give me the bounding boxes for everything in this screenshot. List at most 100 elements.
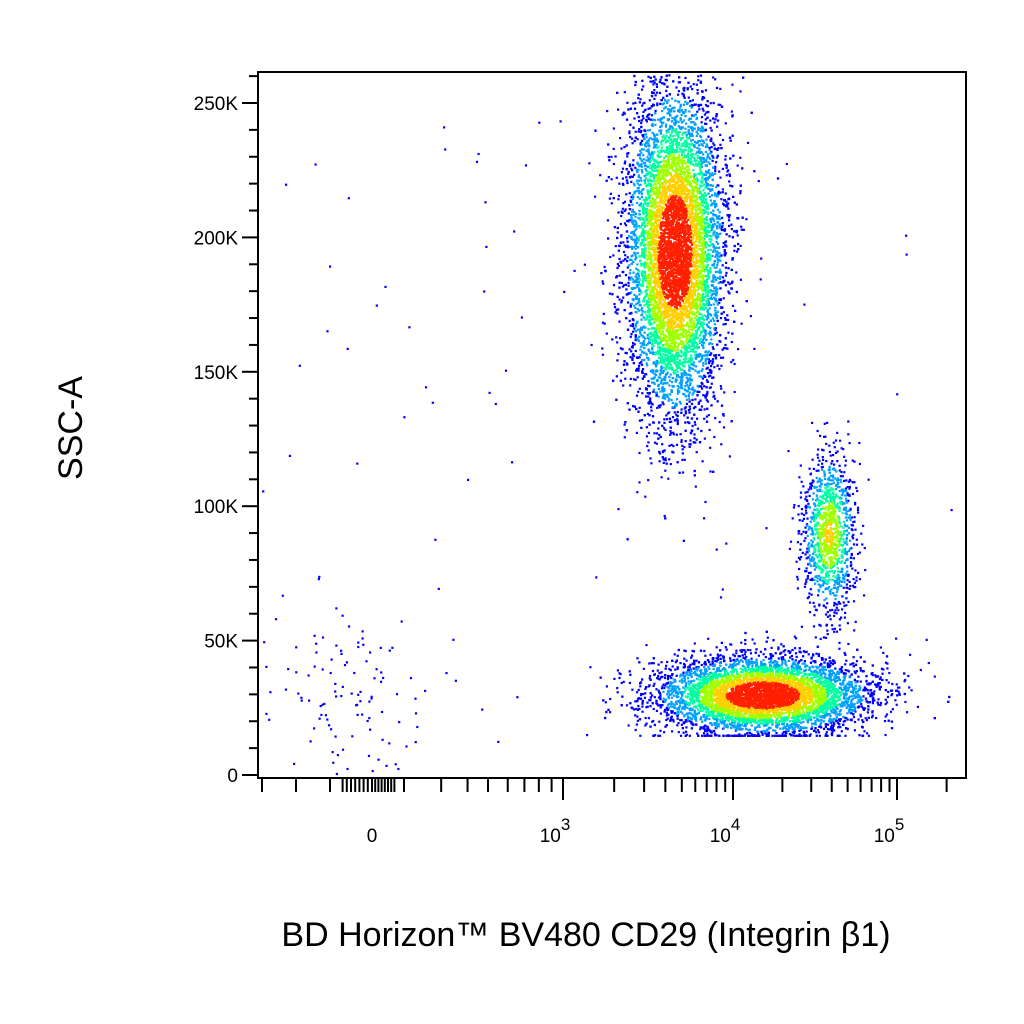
event-point — [638, 387, 641, 390]
event-point — [854, 501, 857, 504]
event-point — [676, 398, 679, 401]
event-point — [632, 362, 635, 365]
event-point — [663, 107, 666, 110]
event-point — [625, 288, 628, 291]
event-point — [805, 557, 808, 560]
event-point — [601, 353, 604, 356]
event-point — [829, 661, 832, 664]
event-point — [721, 306, 724, 309]
event-point — [868, 701, 871, 704]
event-point — [661, 396, 664, 399]
event-point — [703, 728, 706, 731]
event-point — [850, 719, 853, 722]
event-point — [621, 113, 624, 116]
event-point — [719, 176, 722, 179]
event-point — [704, 729, 707, 732]
event-point — [636, 367, 639, 371]
event-point — [804, 734, 807, 737]
event-point — [671, 691, 674, 694]
event-point — [865, 675, 868, 678]
event-point — [798, 647, 801, 650]
event-point — [630, 237, 633, 240]
event-point — [625, 352, 628, 355]
event-point — [683, 414, 686, 417]
event-point — [849, 509, 852, 512]
event-point — [686, 378, 689, 381]
event-point — [830, 462, 833, 465]
event-point — [878, 688, 881, 691]
event-point — [788, 547, 791, 550]
event-point — [713, 287, 716, 290]
event-point — [623, 200, 627, 203]
event-point — [643, 346, 646, 350]
event-point — [796, 668, 799, 671]
event-point — [628, 272, 632, 275]
event-point — [599, 676, 602, 679]
event-point — [884, 703, 887, 706]
event-point — [712, 277, 715, 280]
event-point — [638, 335, 641, 338]
event-point — [840, 730, 843, 733]
event-point — [635, 356, 639, 359]
event-point — [829, 669, 832, 672]
event-point — [847, 499, 850, 502]
event-point — [691, 138, 694, 142]
event-point — [841, 608, 844, 611]
event-point — [712, 668, 715, 671]
event-point — [638, 707, 641, 710]
event-point — [702, 139, 705, 143]
event-point — [791, 658, 794, 661]
event-point — [329, 265, 332, 268]
event-point — [641, 702, 644, 705]
event-point — [864, 717, 867, 720]
event-point — [347, 197, 350, 200]
event-point — [697, 104, 700, 107]
event-point — [840, 616, 843, 619]
event-point — [803, 513, 806, 517]
event-point — [524, 164, 528, 167]
event-point — [697, 402, 700, 405]
event-point — [626, 246, 629, 249]
event-point — [647, 159, 650, 162]
event-point — [616, 691, 619, 694]
event-point — [632, 280, 635, 284]
event-point — [634, 336, 637, 339]
event-point — [855, 692, 858, 695]
event-point — [727, 216, 731, 219]
event-point — [806, 577, 809, 580]
event-point — [683, 657, 686, 660]
event-point — [829, 609, 832, 612]
event-point — [878, 677, 882, 681]
event-point — [689, 374, 692, 377]
event-point — [824, 725, 827, 728]
event-point — [650, 114, 654, 117]
event-point — [388, 649, 391, 652]
event-point — [804, 651, 807, 654]
event-point — [693, 127, 696, 130]
event-point — [666, 395, 669, 398]
event-point — [654, 109, 657, 112]
event-point — [818, 604, 821, 607]
event-point — [620, 235, 623, 238]
event-point — [863, 594, 866, 597]
event-point — [702, 158, 705, 161]
event-point — [632, 222, 635, 225]
event-point — [688, 373, 691, 376]
event-point — [736, 164, 739, 167]
event-point — [315, 642, 318, 645]
event-point — [733, 320, 736, 323]
event-point — [643, 331, 646, 334]
event-point — [659, 404, 662, 407]
event-point — [298, 364, 301, 367]
event-point — [841, 595, 844, 598]
event-point — [666, 393, 669, 396]
event-point — [588, 162, 591, 165]
event-point — [689, 126, 692, 129]
event-point — [649, 696, 652, 699]
event-point — [695, 130, 698, 133]
event-point — [757, 732, 760, 736]
event-point — [621, 182, 625, 185]
event-point — [704, 118, 707, 121]
event-point — [802, 530, 805, 533]
event-point — [714, 165, 717, 168]
